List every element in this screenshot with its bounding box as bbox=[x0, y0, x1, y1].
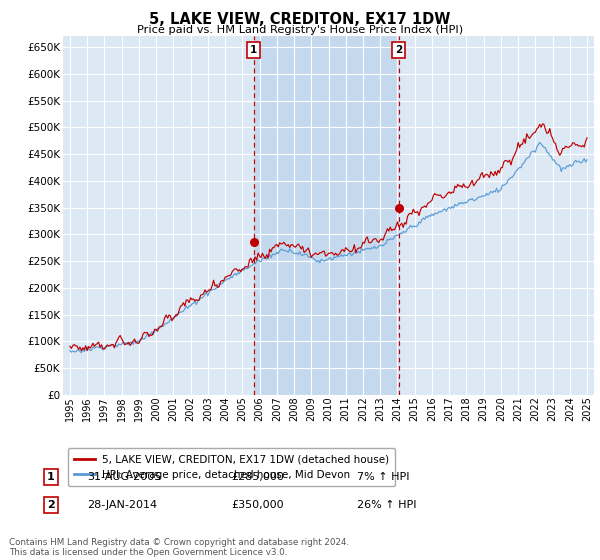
Text: 26% ↑ HPI: 26% ↑ HPI bbox=[357, 500, 416, 510]
Text: 5, LAKE VIEW, CREDITON, EX17 1DW: 5, LAKE VIEW, CREDITON, EX17 1DW bbox=[149, 12, 451, 27]
Text: £285,000: £285,000 bbox=[231, 472, 284, 482]
Text: 1: 1 bbox=[250, 45, 257, 55]
Text: 28-JAN-2014: 28-JAN-2014 bbox=[87, 500, 157, 510]
Text: Price paid vs. HM Land Registry's House Price Index (HPI): Price paid vs. HM Land Registry's House … bbox=[137, 25, 463, 35]
Text: 1: 1 bbox=[47, 472, 55, 482]
Bar bbox=[254, 36, 399, 395]
Text: Contains HM Land Registry data © Crown copyright and database right 2024.
This d: Contains HM Land Registry data © Crown c… bbox=[9, 538, 349, 557]
Text: 31-AUG-2005: 31-AUG-2005 bbox=[87, 472, 161, 482]
Text: 7% ↑ HPI: 7% ↑ HPI bbox=[357, 472, 409, 482]
Text: £350,000: £350,000 bbox=[231, 500, 284, 510]
Legend: 5, LAKE VIEW, CREDITON, EX17 1DW (detached house), HPI: Average price, detached : 5, LAKE VIEW, CREDITON, EX17 1DW (detach… bbox=[68, 449, 395, 486]
Text: 2: 2 bbox=[47, 500, 55, 510]
Text: 2: 2 bbox=[395, 45, 403, 55]
